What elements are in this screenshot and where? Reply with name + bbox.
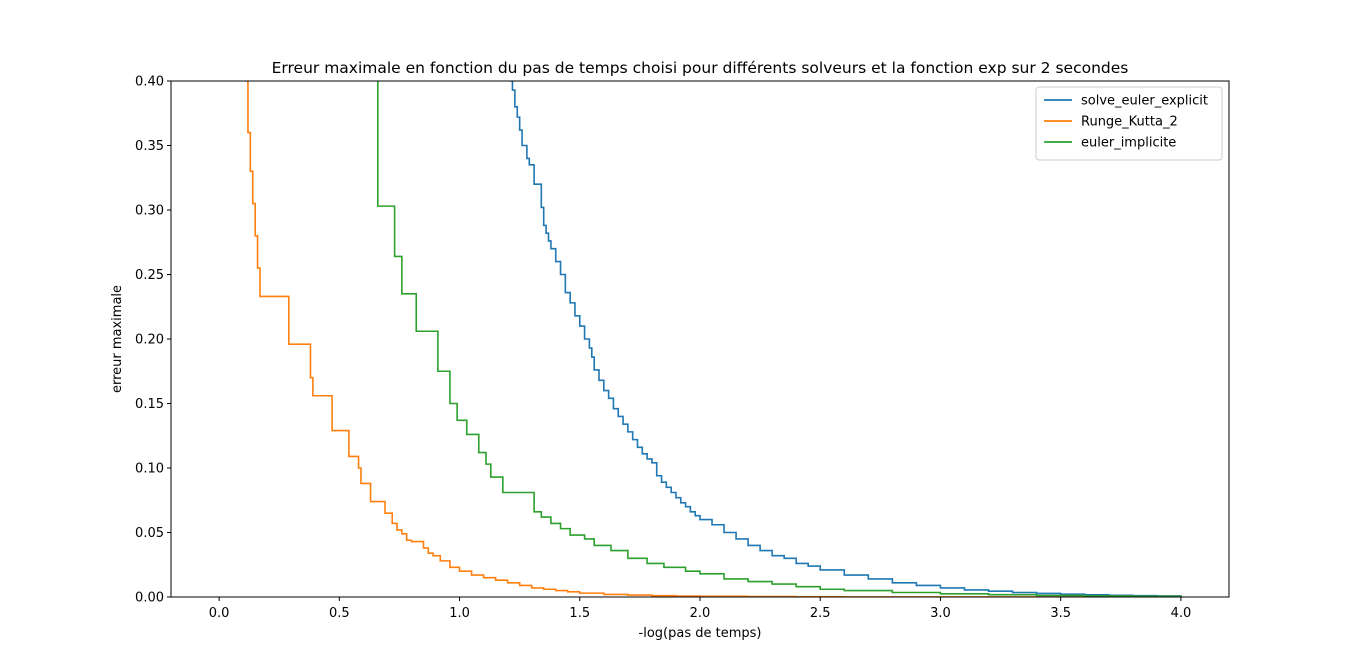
legend-label: euler_implicite [1081, 136, 1176, 151]
x-tick-label: 2.0 [690, 606, 711, 621]
x-tick-label: 1.5 [569, 606, 590, 621]
y-tick-label: 0.25 [135, 268, 164, 283]
legend-box [1035, 86, 1223, 161]
y-tick-label: 0.35 [135, 139, 164, 154]
chart-title: Erreur maximale en fonction du pas de te… [272, 59, 1129, 77]
y-tick-label: 0.00 [135, 591, 164, 606]
x-tick-label: 4.0 [1171, 606, 1192, 621]
y-tick-label: 0.10 [135, 462, 164, 477]
y-tick-label: 0.40 [135, 75, 164, 90]
series-line-Runge_Kutta_2 [245, 81, 1182, 597]
y-tick-label: 0.30 [135, 204, 164, 219]
x-tick-label: 0.0 [209, 606, 230, 621]
legend-label: solve_euler_explicit [1081, 94, 1208, 109]
y-tick-label: 0.15 [135, 397, 164, 412]
y-axis: 0.00 0.05 0.10 0.15 0.20 0.25 0.30 0.35 0.40 [135, 75, 171, 606]
y-tick-label: 0.05 [135, 526, 164, 541]
x-tick-label: 0.5 [329, 606, 350, 621]
x-axis: 0.0 0.5 1.0 1.5 2.0 2.5 3.0 3.5 4.0 [209, 597, 1192, 621]
x-tick-label: 1.0 [449, 606, 470, 621]
y-axis-label: erreur maximale [110, 285, 125, 393]
legend: solve_euler_explicit Runge_Kutta_2 euler_i… [1035, 86, 1223, 161]
x-tick-label: 3.0 [930, 606, 951, 621]
y-tick-label: 0.20 [135, 333, 164, 348]
series-line-euler_implicite [376, 81, 1182, 597]
legend-label: Runge_Kutta_2 [1081, 115, 1178, 130]
x-axis-label: -log(pas de temps) [639, 626, 762, 641]
x-tick-label: 3.5 [1050, 606, 1071, 621]
series-layer [245, 81, 1182, 597]
x-tick-label: 2.5 [810, 606, 831, 621]
series-line-solve_euler_explicit [510, 81, 1182, 597]
